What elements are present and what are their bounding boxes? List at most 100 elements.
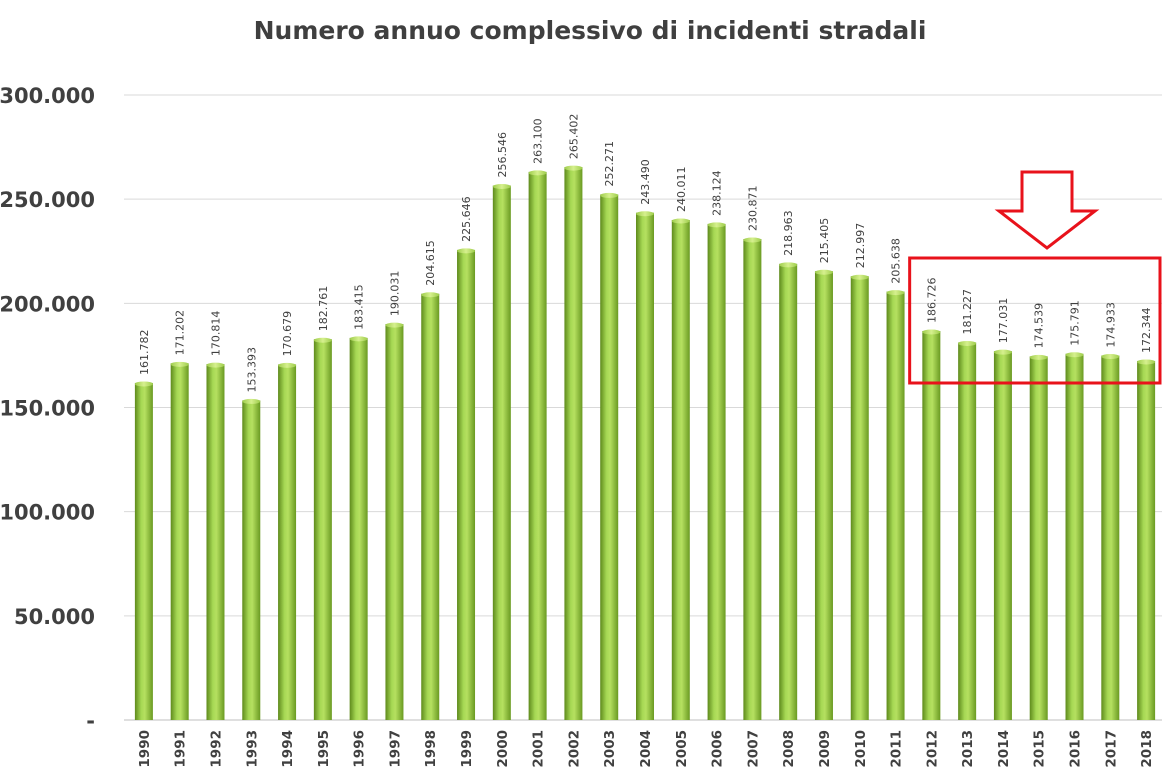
bar	[170, 361, 189, 720]
data-label: 243.490	[639, 159, 652, 205]
highlight-box	[908, 256, 1162, 385]
data-label: 215.405	[818, 218, 831, 264]
y-tick-label: 150.000	[0, 397, 95, 421]
x-tick-label: 2015	[1032, 730, 1048, 768]
bar-body	[170, 363, 189, 720]
bar-cap	[886, 290, 905, 296]
bar	[850, 274, 869, 720]
bar-body	[779, 263, 798, 720]
bar-body	[922, 330, 941, 720]
data-label: 238.124	[711, 170, 724, 216]
x-tick-label: 2013	[960, 730, 976, 768]
data-label: 153.393	[245, 347, 258, 393]
bar	[886, 290, 905, 720]
bar-cap	[707, 222, 726, 228]
bar	[242, 398, 261, 720]
y-tick-label: -	[86, 709, 95, 733]
bar-cap	[743, 237, 762, 243]
bar-body	[564, 167, 583, 720]
bar-cap	[170, 361, 189, 367]
bar	[421, 292, 440, 720]
bar-body	[993, 351, 1012, 720]
bar	[528, 170, 547, 720]
data-label: 263.100	[532, 118, 545, 164]
bar-cap	[349, 336, 368, 342]
bar-cap	[1137, 359, 1156, 365]
x-tick-label: 1992	[208, 730, 224, 768]
y-tick-label: 50.000	[14, 605, 95, 629]
bar-body	[278, 364, 297, 720]
bar	[814, 269, 833, 720]
bar-body	[528, 171, 547, 720]
chart-title: Numero annuo complessivo di incidenti st…	[254, 16, 927, 45]
bar-body	[743, 239, 762, 721]
bar	[1137, 359, 1156, 720]
data-label: 204.615	[424, 240, 437, 286]
bar	[743, 237, 762, 721]
bar-body	[206, 364, 225, 720]
data-label: 190.031	[388, 271, 401, 317]
bar-cap	[993, 349, 1012, 355]
bar-body	[671, 219, 690, 720]
data-label: 265.402	[567, 114, 580, 160]
data-label: 177.031	[997, 298, 1010, 344]
bar-body	[134, 382, 153, 720]
x-tick-label: 1990	[137, 730, 153, 768]
x-tick-label: 2017	[1103, 730, 1119, 768]
data-label: 174.539	[1033, 303, 1046, 349]
data-label: 212.997	[854, 223, 867, 269]
bar-cap	[922, 329, 941, 335]
bar-cap	[814, 269, 833, 275]
bar-cap	[779, 262, 798, 268]
x-tick-label: 2005	[674, 730, 690, 768]
data-label: 181.227	[961, 289, 974, 335]
bar-body	[1029, 356, 1048, 720]
data-label: 256.546	[496, 132, 509, 178]
bar-body	[707, 223, 726, 721]
x-tick-label: 2001	[531, 730, 547, 768]
x-tick-label: 1994	[280, 730, 296, 768]
bar-cap	[850, 274, 869, 280]
bar	[313, 337, 332, 720]
down-arrow-icon	[994, 170, 1100, 250]
x-tick-label: 2000	[495, 730, 511, 768]
bar	[1101, 354, 1120, 720]
x-tick-label: 2007	[745, 730, 761, 768]
bar	[600, 192, 619, 720]
bar-body	[814, 271, 833, 720]
bar	[349, 336, 368, 720]
bar-cap	[134, 381, 153, 387]
data-label: 170.679	[281, 311, 294, 357]
bar-body	[600, 194, 619, 720]
bar-cap	[385, 322, 404, 328]
data-label: 183.415	[353, 284, 366, 330]
bar-cap	[958, 340, 977, 346]
bar-body	[1101, 355, 1120, 720]
x-tick-label: 1998	[423, 730, 439, 768]
bar	[993, 349, 1012, 720]
bar-cap	[421, 292, 440, 298]
data-label: 161.782	[138, 329, 151, 375]
bar-body	[1137, 360, 1156, 720]
bar	[457, 248, 476, 720]
x-tick-label: 2003	[602, 730, 618, 768]
bar-body	[349, 337, 368, 720]
bar-cap	[600, 192, 619, 198]
bar	[385, 322, 404, 720]
bar-cap	[313, 337, 332, 343]
bar	[671, 218, 690, 720]
x-tick-label: 1997	[387, 730, 403, 768]
bar-cap	[492, 184, 511, 190]
x-tick-label: 1991	[173, 730, 189, 768]
x-tick-label: 1995	[316, 730, 332, 768]
bar	[1065, 352, 1084, 720]
bar-body	[850, 276, 869, 720]
bar	[278, 362, 297, 720]
bar	[922, 329, 941, 720]
data-label: 225.646	[460, 196, 473, 242]
bar-cap	[1101, 354, 1120, 360]
x-tick-label: 2009	[817, 730, 833, 768]
bar	[134, 381, 153, 720]
x-tick-label: 1996	[352, 730, 368, 768]
bar-cap	[564, 165, 583, 171]
